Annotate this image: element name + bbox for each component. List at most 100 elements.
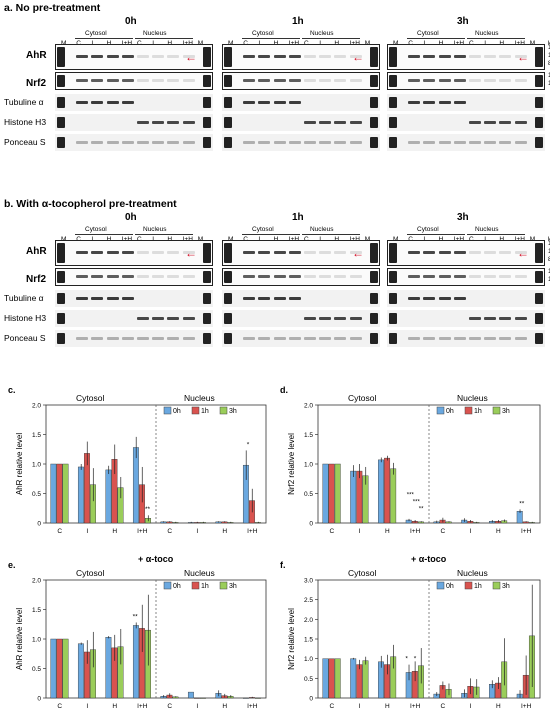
nucleus-bracket (135, 234, 193, 235)
protein-band (349, 140, 362, 144)
x-tick-label: I (359, 528, 361, 535)
marker-lane (389, 117, 397, 128)
protein-band (484, 336, 497, 340)
y-tick-label: 0.5 (304, 491, 313, 498)
blot-strip (387, 268, 545, 286)
blot-strip (55, 94, 213, 111)
blot-strip (387, 72, 545, 90)
lane-label: C (243, 236, 248, 243)
protein-band (167, 140, 180, 144)
group-label: Nucleus (457, 393, 488, 403)
lane-label: C (304, 236, 309, 243)
marker-lane (389, 271, 397, 283)
marker-lane (224, 313, 232, 324)
lane-label: H (499, 236, 504, 243)
bar (77, 643, 84, 699)
arrow-icon: ← (185, 50, 197, 64)
panel-letter: f. (280, 560, 286, 570)
protein-band (499, 316, 512, 320)
protein-band (167, 79, 180, 82)
protein-band (273, 140, 286, 144)
time-label: 3h (457, 212, 469, 223)
marker-lane (57, 137, 65, 148)
protein-band (484, 79, 497, 82)
protein-band (152, 120, 165, 124)
nucleus-header: Nucleus (143, 226, 167, 233)
marker-lane (203, 47, 211, 67)
marker-lane (389, 47, 397, 67)
protein-band (91, 275, 104, 278)
lane-label: C (137, 236, 142, 243)
legend-label: 3h (502, 408, 510, 415)
marker-lane (57, 293, 65, 304)
marker-lane (535, 137, 543, 148)
protein-band (319, 336, 332, 340)
nucleus-header: Nucleus (475, 226, 499, 233)
protein-band (106, 79, 119, 82)
group-label: Cytosol (348, 568, 376, 578)
bar (56, 463, 63, 524)
protein-band (319, 140, 332, 144)
blot-strip (387, 134, 545, 151)
mw-label: 100 (548, 248, 550, 255)
lane-label: I+H (289, 236, 299, 243)
y-axis-label: AhR relative level (15, 433, 24, 495)
protein-band (182, 275, 195, 278)
bar (350, 658, 357, 699)
protein-band (167, 336, 180, 340)
marker-lane (203, 97, 211, 108)
y-tick-label: 2.5 (304, 597, 313, 604)
protein-band (423, 140, 436, 144)
blot-strip (222, 290, 380, 307)
marker-lane (370, 117, 378, 128)
group-label: Cytosol (348, 393, 376, 403)
cytosol-header: Cytosol (252, 226, 274, 233)
protein-band (469, 336, 481, 340)
marker-lane (203, 75, 211, 87)
marker-lane (535, 75, 543, 87)
protein-band (106, 296, 119, 300)
legend-swatch (219, 406, 228, 415)
nucleus-bracket (302, 38, 360, 39)
protein-band (91, 55, 104, 58)
mw-label: 150 (548, 72, 550, 79)
protein-band (167, 251, 180, 254)
protein-band (258, 251, 271, 254)
protein-band (304, 55, 316, 58)
cytosol-header: Cytosol (252, 30, 274, 37)
lane-label: I (319, 40, 321, 47)
mw-label: 80 (548, 256, 550, 263)
protein-band (258, 275, 271, 278)
marker-lane (224, 47, 232, 67)
lane-label: I+H (122, 236, 132, 243)
protein-band (152, 251, 165, 254)
x-tick-label: C (167, 528, 172, 535)
marker-lane (535, 271, 543, 283)
protein-band (469, 79, 481, 82)
marker-lane (389, 137, 397, 148)
bar (62, 638, 69, 699)
marker-lane (224, 75, 232, 87)
x-tick-label: I (470, 703, 472, 710)
legend-swatch (464, 581, 473, 590)
protein-band (243, 100, 256, 104)
lane-label: M (393, 40, 398, 47)
x-tick-label: I+H (521, 528, 532, 535)
protein-band (76, 55, 89, 58)
protein-band (319, 79, 332, 82)
cytosol-header: Cytosol (417, 226, 439, 233)
lane-label: I+H (289, 40, 299, 47)
protein-band (334, 79, 347, 82)
protein-band (76, 79, 89, 82)
protein-band (469, 316, 481, 320)
protein-band (514, 316, 527, 320)
time-label: 0h (125, 16, 137, 27)
bar (390, 468, 397, 524)
protein-band (121, 140, 134, 144)
protein-band (288, 336, 301, 340)
protein-band (499, 79, 512, 82)
protein-band (469, 275, 481, 278)
protein-band (76, 100, 89, 104)
x-tick-label: I+H (247, 703, 258, 710)
protein-band (408, 296, 421, 300)
